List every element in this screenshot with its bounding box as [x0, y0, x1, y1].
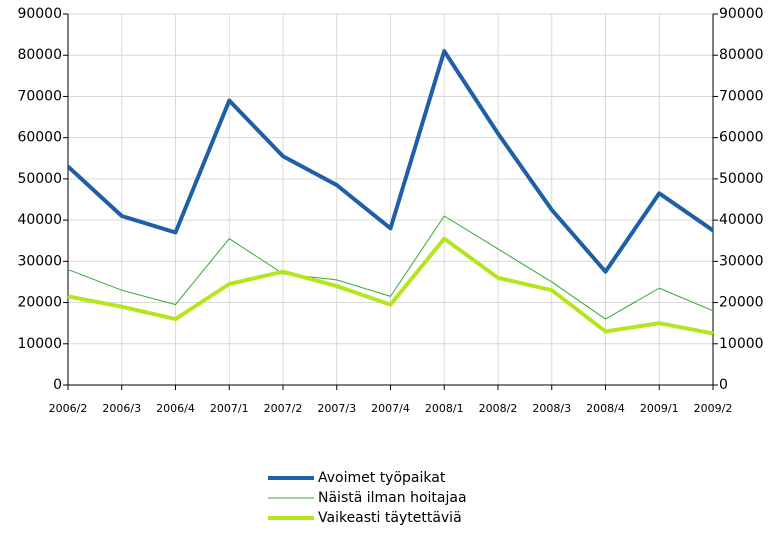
x-tick-label: 2008/2 [479, 402, 518, 415]
y2-tick-label: 50000 [719, 171, 764, 187]
y2-tick-label: 10000 [719, 336, 764, 352]
x-tick-label: 2007/1 [210, 402, 249, 415]
x-tick-label: 2008/4 [586, 402, 625, 415]
y2-tick-label: 40000 [719, 212, 764, 228]
legend-label: Näistä ilman hoitajaa [318, 490, 467, 506]
x-tick-label: 2008/1 [425, 402, 464, 415]
y2-tick-label: 30000 [719, 253, 764, 269]
x-tick-label: 2007/2 [264, 402, 303, 415]
y-tick-label: 20000 [17, 295, 62, 311]
series-line [67, 236, 714, 336]
y-tick-label: 90000 [17, 6, 62, 22]
series-line [66, 49, 715, 274]
x-tick-label: 2008/3 [532, 402, 571, 415]
legend-label: Avoimet työpaikat [318, 470, 446, 486]
x-tick-label: 2006/2 [49, 402, 88, 415]
y-tick-label: 0 [53, 377, 62, 393]
x-tick-label: 2007/3 [317, 402, 356, 415]
y2-tick-label: 70000 [719, 88, 764, 104]
x-tick-label: 2009/1 [640, 402, 679, 415]
series-line [67, 215, 714, 320]
x-tick-label: 2007/4 [371, 402, 410, 415]
y2-tick-label: 80000 [719, 47, 764, 63]
x-tick-label: 2006/3 [102, 402, 141, 415]
y2-tick-label: 0 [719, 377, 728, 393]
y2-tick-label: 20000 [719, 295, 764, 311]
x-tick-label: 2006/4 [156, 402, 195, 415]
legend-label: Vaikeasti täytettäviä [318, 510, 462, 526]
y2-tick-label: 60000 [719, 130, 764, 146]
y-tick-label: 60000 [17, 130, 62, 146]
y-tick-label: 40000 [17, 212, 62, 228]
y2-tick-label: 90000 [719, 6, 764, 22]
y-tick-label: 50000 [17, 171, 62, 187]
x-tick-label: 2009/2 [694, 402, 733, 415]
y-tick-label: 80000 [17, 47, 62, 63]
y-tick-label: 10000 [17, 336, 62, 352]
y-tick-label: 70000 [17, 88, 62, 104]
y-tick-label: 30000 [17, 253, 62, 269]
